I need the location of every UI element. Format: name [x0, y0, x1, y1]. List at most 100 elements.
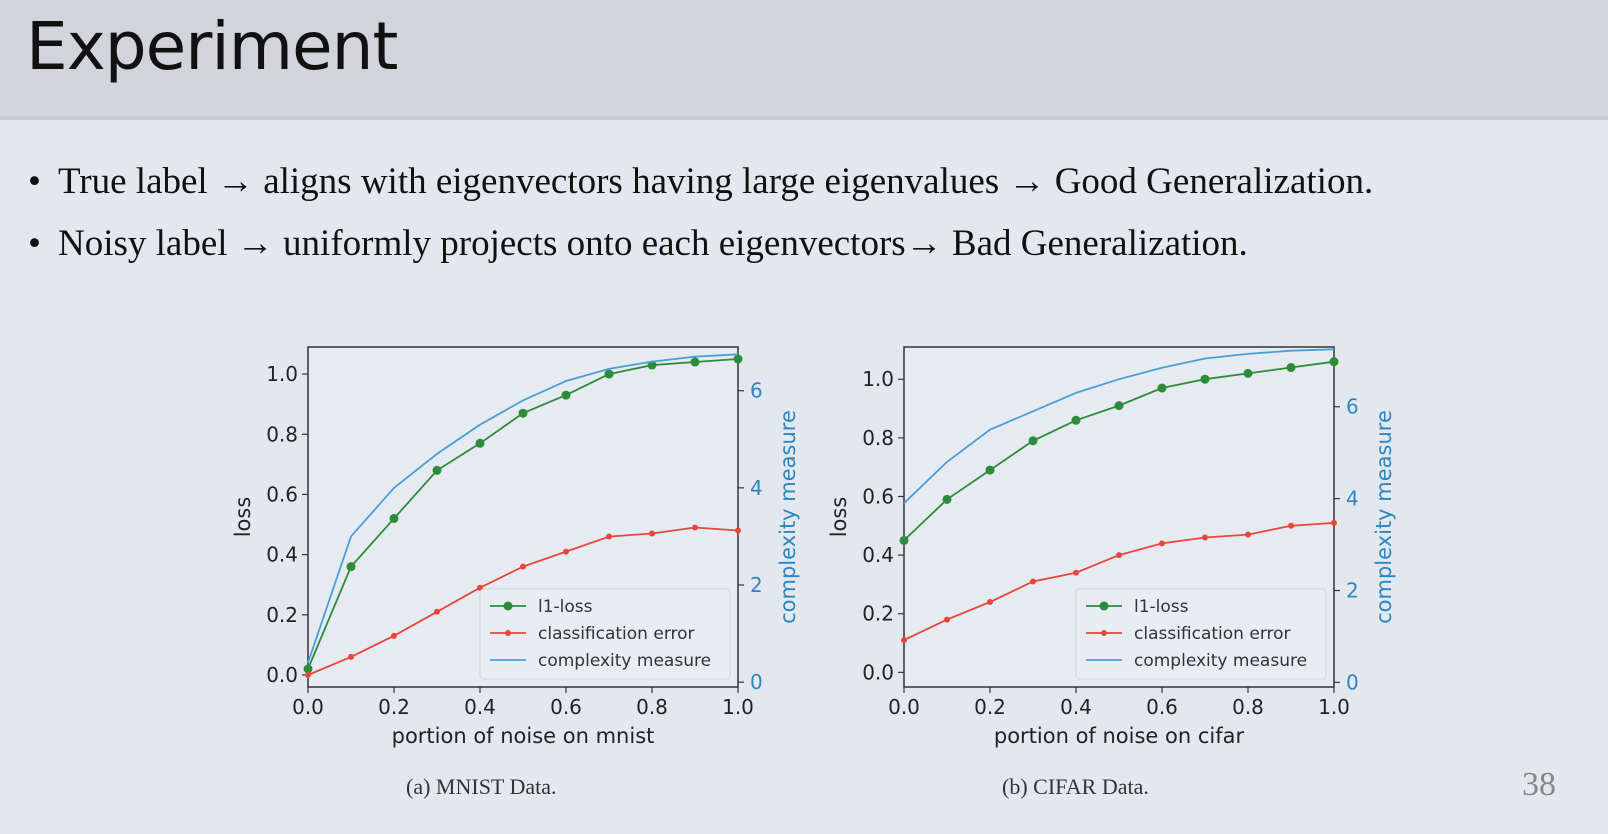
- x-tick-label: 0.0: [888, 695, 920, 719]
- legend-label: classification error: [538, 624, 695, 644]
- y-tick-label: 1.0: [862, 367, 894, 391]
- bullet-text: Noisy label → uniformly projects onto ea…: [58, 223, 1248, 264]
- data-point-classification-error: [348, 653, 354, 660]
- y-tick-label: 0.0: [266, 663, 298, 687]
- legend-label: classification error: [1134, 624, 1291, 644]
- data-point-l1-loss: [303, 664, 313, 674]
- data-point-classification-error: [1030, 578, 1036, 585]
- data-point-l1-loss: [1157, 383, 1167, 393]
- cifar-chart: 0.0 0.2 0.4 0.6 0.8 1.00.00.20.40.60.81.00246…: [827, 346, 1396, 748]
- y2-tick-label: 4: [1346, 487, 1359, 511]
- data-point-classification-error: [305, 671, 311, 678]
- x-tick-label: 0.8: [1232, 695, 1264, 719]
- figure-caption-b: (b) CIFAR Data.: [1002, 774, 1149, 799]
- y2-tick-label: 6: [1346, 395, 1359, 419]
- y-tick-label: 0.4: [266, 543, 298, 567]
- x-tick-label: 0.8: [636, 695, 668, 719]
- data-point-classification-error: [1073, 569, 1079, 576]
- data-point-classification-error: [477, 584, 483, 591]
- x-tick-label: 0.0: [292, 695, 324, 719]
- legend-label: l1-loss: [538, 597, 593, 617]
- bullet-text: True label → aligns with eigenvectors ha…: [58, 161, 1374, 202]
- y2-tick-label: 6: [750, 379, 763, 403]
- data-point-l1-loss: [985, 465, 995, 475]
- y-tick-label: 0.8: [266, 422, 298, 446]
- title-bar: [0, 0, 1608, 120]
- data-point-l1-loss: [1114, 401, 1124, 411]
- y-tick-label: 0.6: [862, 484, 894, 508]
- legend-marker: [503, 601, 513, 611]
- x-tick-label: 0.6: [1146, 695, 1178, 719]
- y2-axis-label: complexity measure: [1372, 410, 1396, 624]
- data-point-l1-loss: [604, 369, 614, 379]
- data-point-l1-loss: [690, 357, 700, 367]
- legend-label: l1-loss: [1134, 597, 1189, 617]
- x-tick-label: 0.2: [378, 695, 410, 719]
- legend-label: complexity measure: [538, 651, 711, 671]
- data-point-classification-error: [1159, 540, 1165, 547]
- x-tick-label: 0.4: [464, 695, 496, 719]
- data-point-l1-loss: [561, 390, 571, 400]
- data-point-classification-error: [1245, 531, 1251, 538]
- y2-tick-label: 2: [1346, 579, 1359, 603]
- data-point-l1-loss: [733, 354, 743, 364]
- data-point-l1-loss: [1329, 357, 1339, 367]
- slide-title: Experiment: [26, 8, 398, 85]
- data-point-l1-loss: [942, 494, 952, 504]
- y-tick-label: 0.2: [862, 602, 894, 626]
- data-point-classification-error: [1288, 522, 1294, 529]
- bullet-marker: •: [28, 223, 41, 264]
- legend-box: [479, 588, 731, 680]
- y2-tick-label: 0: [1346, 670, 1359, 694]
- data-point-classification-error: [1331, 519, 1337, 526]
- legend-label: complexity measure: [1134, 651, 1307, 671]
- legend-marker: [1099, 601, 1109, 611]
- series-line-complexity-measure: [307, 353, 739, 663]
- y-tick-label: 0.8: [862, 426, 894, 450]
- data-point-classification-error: [520, 563, 526, 570]
- data-point-classification-error: [692, 524, 698, 531]
- data-point-l1-loss: [1028, 436, 1038, 446]
- mnist-chart: 0.0 0.2 0.4 0.6 0.8 1.00.00.20.40.60.81.00246…: [231, 346, 800, 748]
- y-axis-label: loss: [827, 497, 851, 538]
- data-point-classification-error: [391, 632, 397, 639]
- bullet-marker: •: [28, 161, 41, 202]
- x-tick-label: 1.0: [1318, 695, 1350, 719]
- data-point-l1-loss: [1071, 415, 1081, 425]
- data-point-classification-error: [735, 527, 741, 534]
- y2-axis-label: complexity measure: [776, 410, 800, 624]
- data-point-classification-error: [649, 530, 655, 537]
- data-point-classification-error: [606, 533, 612, 540]
- series-line-complexity-measure: [903, 348, 1335, 504]
- data-point-l1-loss: [389, 514, 399, 524]
- data-point-l1-loss: [432, 465, 442, 475]
- x-tick-label: 0.2: [974, 695, 1006, 719]
- data-point-classification-error: [901, 637, 907, 644]
- y-tick-label: 1.0: [266, 362, 298, 386]
- y-tick-label: 0.6: [266, 482, 298, 506]
- data-point-l1-loss: [1200, 374, 1210, 384]
- data-point-l1-loss: [899, 535, 909, 545]
- data-point-l1-loss: [1243, 368, 1253, 378]
- x-tick-label: 0.6: [550, 695, 582, 719]
- x-axis-label: portion of noise on cifar: [994, 724, 1245, 748]
- data-point-l1-loss: [518, 408, 528, 418]
- y-tick-label: 0.2: [266, 603, 298, 627]
- x-axis-label: portion of noise on mnist: [392, 724, 655, 748]
- y2-tick-label: 2: [750, 573, 763, 597]
- y2-tick-label: 4: [750, 476, 763, 500]
- y-tick-label: 0.4: [862, 543, 894, 567]
- data-point-l1-loss: [475, 438, 485, 448]
- page-number: 38: [1522, 766, 1556, 803]
- data-point-classification-error: [1116, 552, 1122, 559]
- data-point-classification-error: [1202, 534, 1208, 541]
- data-point-l1-loss: [1286, 363, 1296, 373]
- data-point-classification-error: [434, 608, 440, 615]
- y-tick-label: 0.0: [862, 660, 894, 684]
- data-point-classification-error: [944, 616, 950, 623]
- data-point-classification-error: [987, 599, 993, 605]
- y-axis-label: loss: [231, 497, 255, 538]
- data-point-classification-error: [563, 548, 569, 555]
- data-point-l1-loss: [346, 562, 356, 572]
- figure-caption-a: (a) MNIST Data.: [406, 774, 557, 799]
